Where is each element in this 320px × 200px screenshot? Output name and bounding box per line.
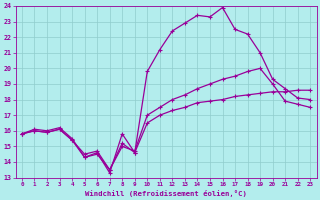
X-axis label: Windchill (Refroidissement éolien,°C): Windchill (Refroidissement éolien,°C) (85, 190, 247, 197)
